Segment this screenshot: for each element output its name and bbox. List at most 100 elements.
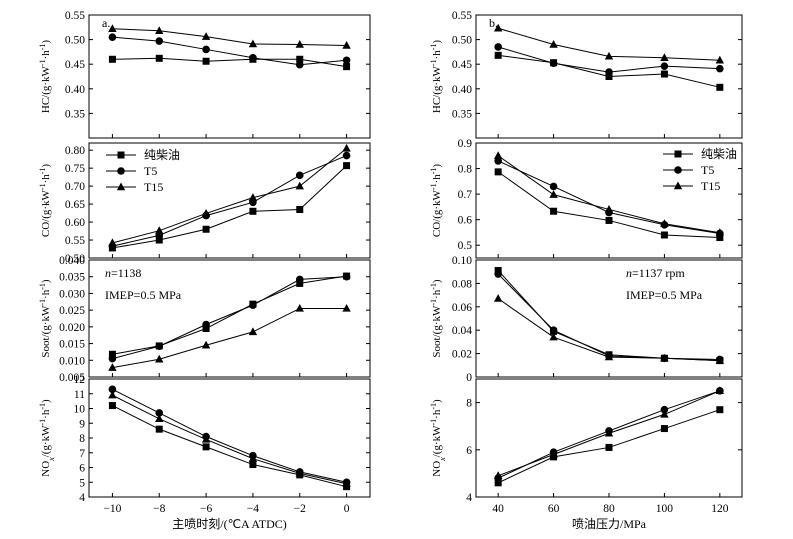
data-point (155, 37, 164, 45)
data-point (493, 294, 503, 302)
y-tick-label: 0.55 (452, 10, 472, 22)
y-tick-label: 0.010 (59, 355, 85, 367)
x-tick-label: −2 (294, 503, 306, 515)
y-axis-title: CO/(g·kW-1·h-1) (429, 164, 444, 238)
data-point (295, 60, 304, 69)
y-tick-label: 6 (79, 463, 85, 475)
data-point (715, 386, 725, 394)
data-point (296, 205, 304, 213)
data-point (343, 162, 351, 170)
speed-annotation: n=1138 (105, 266, 141, 280)
x-tick-label: 0 (344, 503, 350, 515)
x-tick-label: 120 (711, 503, 729, 515)
data-point (549, 59, 558, 68)
legend-label: T15 (144, 180, 163, 194)
data-point (155, 26, 164, 34)
y-tick-label: 0.40 (452, 84, 472, 96)
panel-label: b. (489, 16, 498, 30)
data-point (108, 354, 117, 363)
panel-a-hc: 0.35 0.40 0.45 0.50 0.55 HC/(g·kW-1·h-1) a. (38, 10, 371, 139)
data-point (155, 354, 164, 363)
y-tick-label: 0.55 (65, 235, 85, 247)
panel-b-co: 0.5 0.6 0.7 0.8 0.9 CO/(g·kW-1·h-1) 纯柴油 T5 T15 (429, 138, 743, 259)
y-tick-label: 8 (79, 433, 85, 445)
panel-b-hc: 0.35 0.40 0.45 0.50 0.55 HC/(g·kW-1·h-1) b. (429, 10, 743, 139)
y-tick-label: 0.80 (65, 145, 85, 157)
y-tick-label: 5 (79, 477, 85, 489)
series-circle (108, 385, 351, 487)
y-tick-label: 0.7 (458, 189, 473, 201)
series-circle (494, 270, 724, 364)
series-square (494, 168, 724, 242)
y-axis-title: NOx/(g·kW-1·h-1) (38, 399, 56, 477)
series-square (108, 54, 351, 71)
data-point (155, 425, 163, 433)
y-tick-label: 0.45 (452, 59, 472, 71)
data-point (715, 356, 725, 364)
series-line (112, 394, 347, 485)
x-axis-title: 主喷时刻/(℃A ATDC) (172, 517, 286, 531)
y-tick-label: 0.65 (65, 199, 85, 211)
y-tick-label: 0.04 (452, 325, 472, 337)
y-tick-label: 0.50 (65, 35, 85, 47)
data-point (342, 479, 351, 487)
data-point (295, 181, 304, 190)
y-axis-title: NOx/(g·kW-1·h-1) (429, 399, 447, 477)
panel-frame (88, 259, 371, 378)
y-tick-label: 0.75 (65, 163, 85, 175)
data-point (494, 51, 502, 59)
data-point (549, 332, 558, 341)
data-point (549, 326, 558, 335)
data-point (295, 40, 304, 48)
x-tick-label: −6 (200, 503, 212, 515)
x-tick-label: −10 (103, 503, 121, 515)
series-circle (494, 157, 724, 238)
series-line (497, 270, 720, 362)
data-point (108, 385, 117, 394)
data-point (493, 151, 503, 159)
data-point (248, 327, 258, 336)
series-line (112, 275, 347, 355)
series-square (494, 406, 724, 487)
series-line (112, 276, 347, 360)
y-axis-title: Soot/(g·kW-1·h-1) (38, 279, 53, 357)
series-line (112, 36, 347, 66)
speed-annotation: n=1137 rpm (626, 266, 685, 280)
y-tick-label: 0.5 (458, 240, 473, 252)
data-point (716, 83, 724, 91)
panel-frame (88, 142, 371, 259)
panel-a-soot: 0.005 0.010 0.015 0.020 0.025 0.030 0.035 0.040… (38, 255, 371, 384)
y-tick-label: 0.040 (59, 255, 85, 267)
series-line (112, 28, 347, 47)
data-point (660, 425, 668, 433)
y-tick-label: 7 (79, 448, 85, 460)
legend-marker (674, 150, 682, 158)
data-point (295, 171, 304, 180)
data-point (201, 340, 211, 349)
data-point (155, 414, 164, 423)
y-tick-label: 0.10 (452, 255, 472, 267)
panel-a-co: 0.50 0.55 0.60 0.65 0.70 0.75 0.80 CO/(g·kW-1·h… (38, 142, 371, 265)
data-point (494, 479, 502, 487)
data-point (342, 143, 351, 152)
series-square (494, 267, 724, 365)
y-tick-label: 4 (466, 492, 472, 504)
x-tick-label: 100 (656, 503, 674, 515)
data-point (108, 402, 116, 410)
y-tick-label: 0.8 (458, 164, 473, 176)
x-tick-label: 40 (492, 503, 504, 515)
x-tick-label: 60 (548, 503, 560, 515)
data-point (342, 56, 351, 65)
y-tick-label: 0.08 (452, 278, 472, 290)
data-point (295, 468, 304, 477)
series-circle (108, 272, 351, 363)
data-point (155, 409, 164, 417)
series-triangle (493, 386, 725, 479)
data-point (660, 353, 669, 362)
legend: 纯柴油 T5 T15 (663, 147, 737, 193)
data-point (201, 434, 211, 443)
series-circle (108, 33, 351, 69)
legend-label: 纯柴油 (701, 147, 737, 161)
legend-label: T5 (144, 164, 157, 178)
data-point (660, 219, 669, 227)
